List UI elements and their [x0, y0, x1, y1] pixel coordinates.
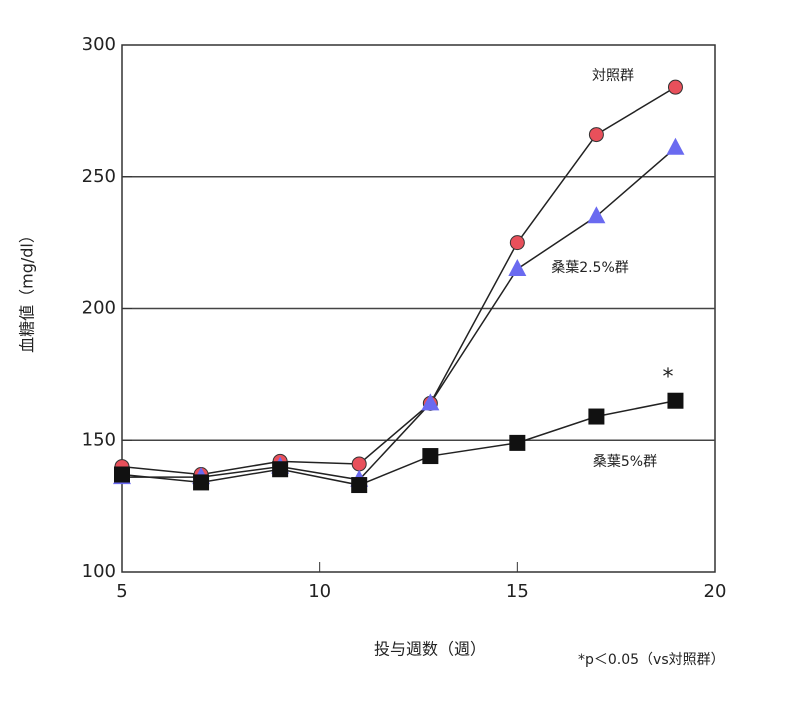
marker — [587, 206, 606, 224]
marker — [666, 137, 685, 155]
marker — [588, 127, 604, 143]
x-tick-label: 5 — [116, 581, 127, 602]
marker — [114, 466, 130, 483]
marker — [667, 79, 683, 95]
marker — [421, 393, 440, 411]
marker — [509, 235, 525, 251]
footnote: *p＜0.05（vs対照群） — [578, 652, 725, 668]
marker — [351, 456, 367, 472]
y-tick-label: 150 — [82, 429, 116, 450]
y-tick-label: 300 — [82, 34, 116, 55]
y-tick-label: 250 — [82, 166, 116, 187]
y-tick-label: 100 — [82, 561, 116, 582]
series-line — [121, 86, 676, 476]
marker — [422, 448, 439, 465]
y-tick-label: 200 — [82, 298, 116, 319]
significance-mark: * — [663, 365, 674, 390]
series-label: 桑葉2.5%群 — [551, 260, 629, 276]
marker — [667, 392, 684, 409]
x-tick-label: 20 — [704, 581, 727, 602]
x-tick-label: 15 — [506, 581, 529, 602]
series-label: 対照群 — [592, 68, 634, 84]
marker — [508, 258, 527, 276]
series-label: 桑葉5%群 — [593, 454, 657, 470]
marker — [509, 434, 526, 451]
marker — [272, 461, 289, 478]
marker — [588, 408, 605, 425]
series-line — [121, 399, 676, 486]
marker — [193, 474, 210, 491]
y-axis-label: 血糖値（mg/dl） — [18, 227, 37, 353]
x-axis-label: 投与週数（週） — [374, 640, 486, 659]
x-tick-label: 10 — [308, 581, 331, 602]
series-line — [122, 147, 676, 481]
marker — [351, 477, 368, 494]
